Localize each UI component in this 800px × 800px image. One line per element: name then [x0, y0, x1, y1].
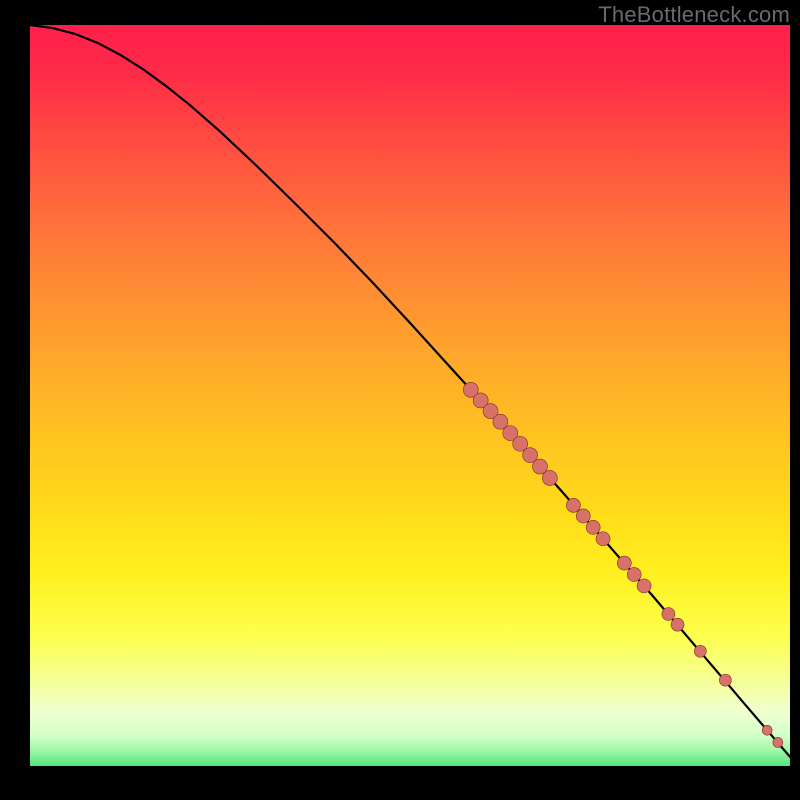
- chart-container: TheBottleneck.com: [0, 0, 800, 800]
- data-marker: [617, 556, 631, 570]
- data-marker: [566, 498, 580, 512]
- data-marker: [586, 520, 600, 534]
- data-marker: [762, 725, 772, 735]
- heatmap-gradient-background: [30, 25, 790, 785]
- data-marker: [662, 608, 675, 621]
- data-marker: [719, 674, 731, 686]
- data-marker: [596, 532, 610, 546]
- data-marker: [694, 645, 706, 657]
- data-marker: [542, 470, 557, 485]
- data-marker: [576, 509, 590, 523]
- chart-svg: [0, 0, 800, 800]
- bottom-black-band: [30, 766, 790, 785]
- data-marker: [671, 618, 684, 631]
- data-marker: [637, 579, 651, 593]
- data-marker: [627, 567, 641, 581]
- data-marker: [773, 737, 783, 747]
- watermark-text: TheBottleneck.com: [598, 2, 790, 28]
